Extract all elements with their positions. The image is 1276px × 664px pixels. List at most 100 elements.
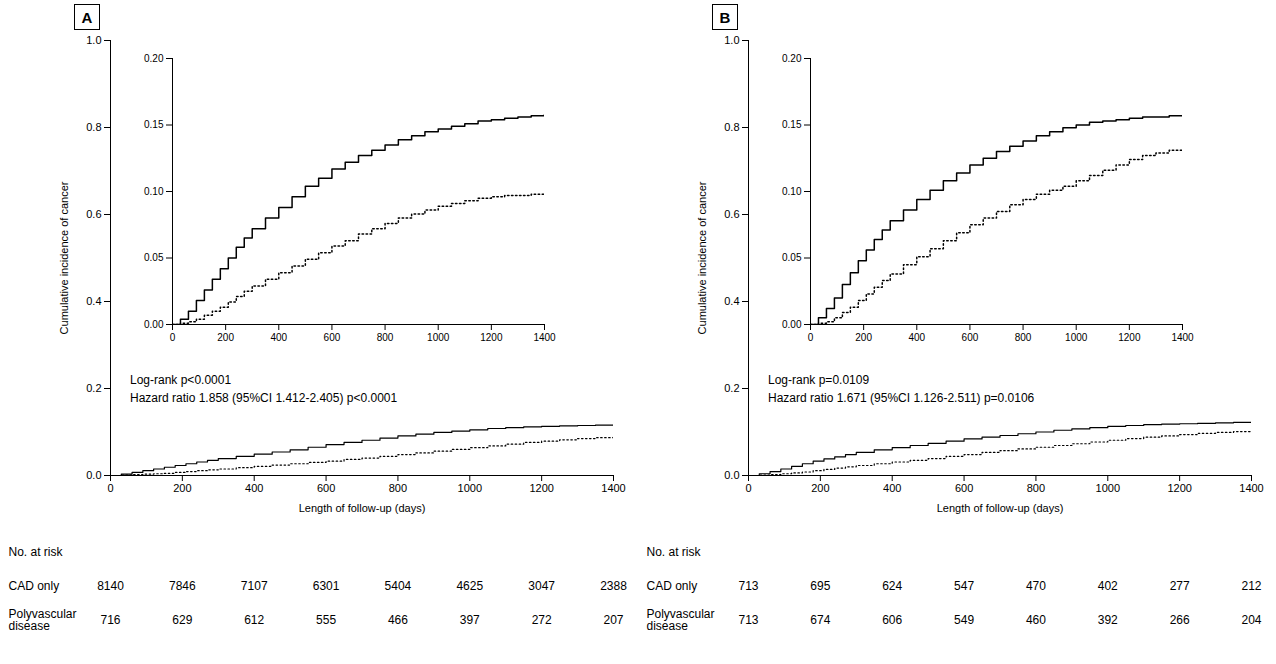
svg-text:CAD only: CAD only: [647, 579, 698, 593]
svg-text:1.0: 1.0: [724, 34, 739, 46]
svg-text:Cumulative incidence of cancer: Cumulative incidence of cancer: [58, 181, 70, 334]
svg-text:600: 600: [962, 332, 979, 343]
svg-text:0.2: 0.2: [724, 382, 739, 394]
svg-text:No. at risk: No. at risk: [9, 545, 64, 559]
svg-text:800: 800: [1015, 332, 1032, 343]
svg-text:1200: 1200: [1167, 482, 1191, 494]
svg-text:3047: 3047: [528, 579, 555, 593]
svg-text:629: 629: [172, 613, 192, 627]
svg-text:1200: 1200: [480, 332, 503, 343]
svg-text:470: 470: [1026, 579, 1046, 593]
svg-text:1000: 1000: [1065, 332, 1088, 343]
svg-text:0.15: 0.15: [782, 119, 802, 130]
svg-text:1000: 1000: [458, 482, 482, 494]
svg-text:612: 612: [244, 613, 264, 627]
svg-text:400: 400: [245, 482, 263, 494]
svg-text:1200: 1200: [529, 482, 553, 494]
svg-text:402: 402: [1098, 579, 1118, 593]
svg-text:0.0: 0.0: [86, 469, 101, 481]
svg-text:Length of follow-up (days): Length of follow-up (days): [937, 502, 1064, 514]
svg-text:6301: 6301: [313, 579, 340, 593]
svg-text:Polyvasculardisease: Polyvasculardisease: [647, 607, 715, 633]
svg-text:800: 800: [389, 482, 407, 494]
svg-text:1400: 1400: [1171, 332, 1194, 343]
svg-text:555: 555: [316, 613, 336, 627]
html-text:Hazard ratio 1.671 (95%CI 1.12: Hazard ratio 1.671 (95%CI 1.126-2.511) p…: [768, 391, 1035, 405]
svg-text:5404: 5404: [385, 579, 412, 593]
svg-text:397: 397: [460, 613, 480, 627]
svg-text:204: 204: [1241, 613, 1261, 627]
html-text:Log-rank p<0.0001: Log-rank p<0.0001: [130, 373, 232, 387]
svg-text:400: 400: [908, 332, 925, 343]
svg-text:207: 207: [603, 613, 623, 627]
svg-text:272: 272: [532, 613, 552, 627]
svg-text:7107: 7107: [241, 579, 268, 593]
svg-text:800: 800: [1027, 482, 1045, 494]
svg-text:7846: 7846: [169, 579, 196, 593]
svg-text:600: 600: [324, 332, 341, 343]
svg-text:1.0: 1.0: [86, 34, 101, 46]
svg-text:713: 713: [738, 579, 758, 593]
svg-text:0.4: 0.4: [724, 295, 739, 307]
svg-text:0: 0: [107, 482, 113, 494]
svg-text:Cumulative incidence of cancer: Cumulative incidence of cancer: [696, 181, 708, 334]
svg-text:0: 0: [745, 482, 751, 494]
svg-text:0: 0: [808, 332, 814, 343]
svg-text:Polyvasculardisease: Polyvasculardisease: [9, 607, 77, 633]
svg-text:547: 547: [954, 579, 974, 593]
svg-text:0.20: 0.20: [782, 53, 802, 64]
svg-text:0.8: 0.8: [86, 121, 101, 133]
svg-text:0.6: 0.6: [86, 208, 101, 220]
svg-text:400: 400: [270, 332, 287, 343]
svg-text:277: 277: [1170, 579, 1190, 593]
svg-text:0.00: 0.00: [144, 319, 164, 330]
svg-text:400: 400: [883, 482, 901, 494]
svg-text:0.10: 0.10: [782, 186, 802, 197]
svg-text:1400: 1400: [1239, 482, 1263, 494]
svg-text:0.2: 0.2: [86, 382, 101, 394]
svg-text:392: 392: [1098, 613, 1118, 627]
svg-text:549: 549: [954, 613, 974, 627]
svg-text:266: 266: [1170, 613, 1190, 627]
html-text:Hazard ratio 1.858 (95%CI 1.41: Hazard ratio 1.858 (95%CI 1.412-2.405) p…: [130, 391, 398, 405]
svg-text:713: 713: [738, 613, 758, 627]
svg-text:624: 624: [882, 579, 902, 593]
svg-text:200: 200: [173, 482, 191, 494]
svg-text:0.20: 0.20: [144, 53, 164, 64]
svg-text:466: 466: [388, 613, 408, 627]
svg-text:CAD only: CAD only: [9, 579, 60, 593]
svg-text:1000: 1000: [427, 332, 450, 343]
svg-text:600: 600: [955, 482, 973, 494]
html-text:Log-rank p=0.0109: Log-rank p=0.0109: [768, 373, 870, 387]
svg-text:No. at risk: No. at risk: [647, 545, 702, 559]
svg-text:1400: 1400: [601, 482, 625, 494]
svg-text:200: 200: [855, 332, 872, 343]
svg-text:1400: 1400: [533, 332, 556, 343]
svg-text:460: 460: [1026, 613, 1046, 627]
svg-text:606: 606: [882, 613, 902, 627]
svg-text:674: 674: [810, 613, 830, 627]
svg-text:1000: 1000: [1096, 482, 1120, 494]
svg-text:8140: 8140: [97, 579, 124, 593]
svg-text:200: 200: [811, 482, 829, 494]
svg-text:0.6: 0.6: [724, 208, 739, 220]
svg-text:0.00: 0.00: [782, 319, 802, 330]
svg-text:Length of follow-up (days): Length of follow-up (days): [299, 502, 426, 514]
svg-text:716: 716: [100, 613, 120, 627]
svg-text:0.8: 0.8: [724, 121, 739, 133]
svg-text:0.05: 0.05: [782, 252, 802, 263]
svg-text:212: 212: [1241, 579, 1261, 593]
svg-text:0.10: 0.10: [144, 186, 164, 197]
svg-text:200: 200: [217, 332, 234, 343]
svg-text:695: 695: [810, 579, 830, 593]
svg-text:0: 0: [170, 332, 176, 343]
svg-text:0.05: 0.05: [144, 252, 164, 263]
svg-text:1200: 1200: [1118, 332, 1141, 343]
svg-text:2388: 2388: [600, 579, 627, 593]
svg-text:0.4: 0.4: [86, 295, 101, 307]
svg-text:0.15: 0.15: [144, 119, 164, 130]
svg-text:800: 800: [377, 332, 394, 343]
svg-text:600: 600: [317, 482, 335, 494]
svg-text:4625: 4625: [456, 579, 483, 593]
svg-text:0.0: 0.0: [724, 469, 739, 481]
